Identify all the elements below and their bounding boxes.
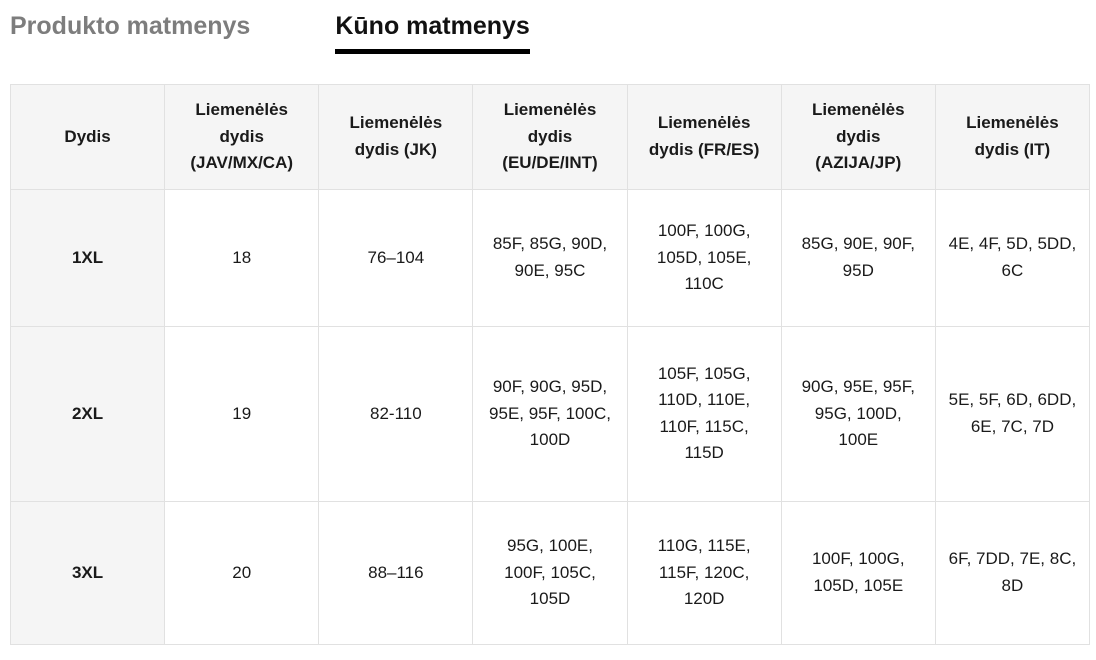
column-header-asia-jp: Liemenėlės dydis (AZIJA/JP) [780,83,936,190]
table-cell: 76–104 [318,188,474,327]
header-row: Dydis Liemenėlės dydis (JAV/MX/CA) Lieme… [9,83,1091,190]
table-row-2xl: 2XL 19 82-110 90F, 90G, 95D, 95E, 95F, 1… [9,325,1091,502]
row-size-label: 3XL [9,500,166,645]
table-cell: 100F, 100G, 105D, 105E, 110C [626,188,782,327]
table-cell: 20 [164,500,320,645]
table-cell: 95G, 100E, 100F, 105C, 105D [472,500,628,645]
table-cell: 88–116 [318,500,474,645]
column-header-uk: Liemenėlės dydis (JK) [318,83,474,190]
size-chart-table: Dydis Liemenėlės dydis (JAV/MX/CA) Lieme… [9,83,1091,645]
column-header-it: Liemenėlės dydis (IT) [934,83,1091,190]
size-chart-tabs: Produkto matmenys Kūno matmenys [10,12,1090,54]
table-cell: 90G, 95E, 95F, 95G, 100D, 100E [780,325,936,502]
row-size-label: 1XL [9,188,166,327]
column-header-fr-es: Liemenėlės dydis (FR/ES) [626,83,782,190]
table-cell: 4E, 4F, 5D, 5DD, 6C [934,188,1091,327]
table-cell: 82-110 [318,325,474,502]
table-cell: 110G, 115E, 115F, 120C, 120D [626,500,782,645]
table-cell: 90F, 90G, 95D, 95E, 95F, 100C, 100D [472,325,628,502]
table-cell: 85F, 85G, 90D, 90E, 95C [472,188,628,327]
table-cell: 105F, 105G, 110D, 110E, 110F, 115C, 115D [626,325,782,502]
column-header-us-mx-ca: Liemenėlės dydis (JAV/MX/CA) [164,83,320,190]
size-chart-page: Produkto matmenys Kūno matmenys Dydis Li… [9,12,1091,645]
column-header-size: Dydis [9,83,166,190]
table-cell: 85G, 90E, 90F, 95D [780,188,936,327]
tab-body-dimensions[interactable]: Kūno matmenys [335,12,530,54]
table-row-3xl: 3XL 20 88–116 95G, 100E, 100F, 105C, 105… [9,500,1091,645]
table-cell: 100F, 100G, 105D, 105E [780,500,936,645]
table-cell: 6F, 7DD, 7E, 8C, 8D [934,500,1091,645]
table-cell: 18 [164,188,320,327]
tab-product-dimensions[interactable]: Produkto matmenys [10,12,251,40]
row-size-label: 2XL [9,325,166,502]
table-row-1xl: 1XL 18 76–104 85F, 85G, 90D, 90E, 95C 10… [9,188,1091,327]
table-cell: 19 [164,325,320,502]
table-cell: 5E, 5F, 6D, 6DD, 6E, 7C, 7D [934,325,1091,502]
column-header-eu-de-int: Liemenėlės dydis (EU/DE/INT) [472,83,628,190]
